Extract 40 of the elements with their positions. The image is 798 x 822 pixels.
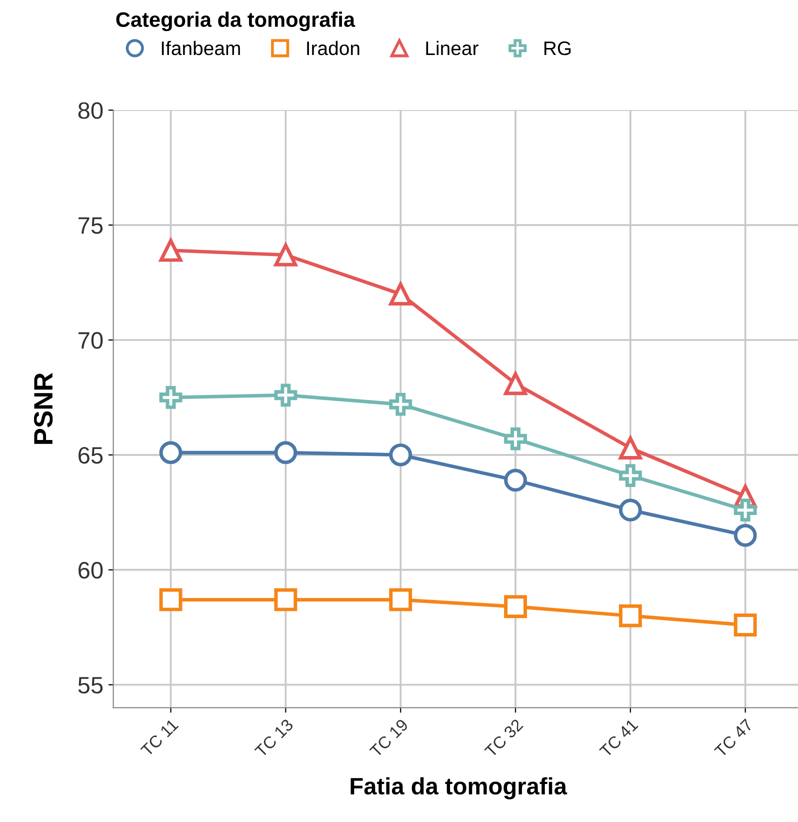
point xyxy=(389,588,412,612)
y-tick-label: 55 xyxy=(78,677,103,694)
legend-label: Iradon xyxy=(307,40,360,56)
x-tick-label: TC 32 xyxy=(484,718,524,758)
point xyxy=(159,386,182,409)
y-tick-label: 70 xyxy=(78,332,103,349)
x-axis-title: Fatia da tomografia xyxy=(350,777,568,800)
point xyxy=(274,441,298,464)
point xyxy=(734,524,757,547)
legend-label: RG xyxy=(544,41,571,56)
point xyxy=(274,243,298,266)
y-axis-title: PSNR xyxy=(34,372,53,444)
point xyxy=(504,372,527,396)
point xyxy=(734,614,757,636)
y-tick-label: 60 xyxy=(78,562,103,579)
point xyxy=(504,427,527,450)
point xyxy=(389,443,412,466)
x-tick-label: TC 11 xyxy=(140,718,179,758)
y-tick-label: 80 xyxy=(78,102,103,119)
point xyxy=(618,464,642,488)
point xyxy=(159,441,182,464)
legend-title: Categoria da tomografia xyxy=(116,12,356,32)
point xyxy=(159,238,182,262)
x-tick-label: TC 19 xyxy=(369,718,409,758)
y-tick-label: 75 xyxy=(78,217,103,234)
point xyxy=(159,588,182,612)
y-tick-label: 65 xyxy=(78,446,103,464)
point xyxy=(618,498,642,522)
legend-label: Linear xyxy=(426,40,478,56)
x-tick-label: TC 13 xyxy=(254,718,294,758)
x-tick-label: TC 47 xyxy=(714,718,754,758)
point xyxy=(504,468,527,492)
x-tick-label: TC 41 xyxy=(598,718,639,758)
point xyxy=(504,595,527,618)
point xyxy=(389,392,412,416)
legend-label: Ifanbeam xyxy=(162,40,240,56)
point xyxy=(618,604,642,628)
point xyxy=(274,384,298,407)
point xyxy=(274,588,298,612)
point xyxy=(734,498,757,522)
